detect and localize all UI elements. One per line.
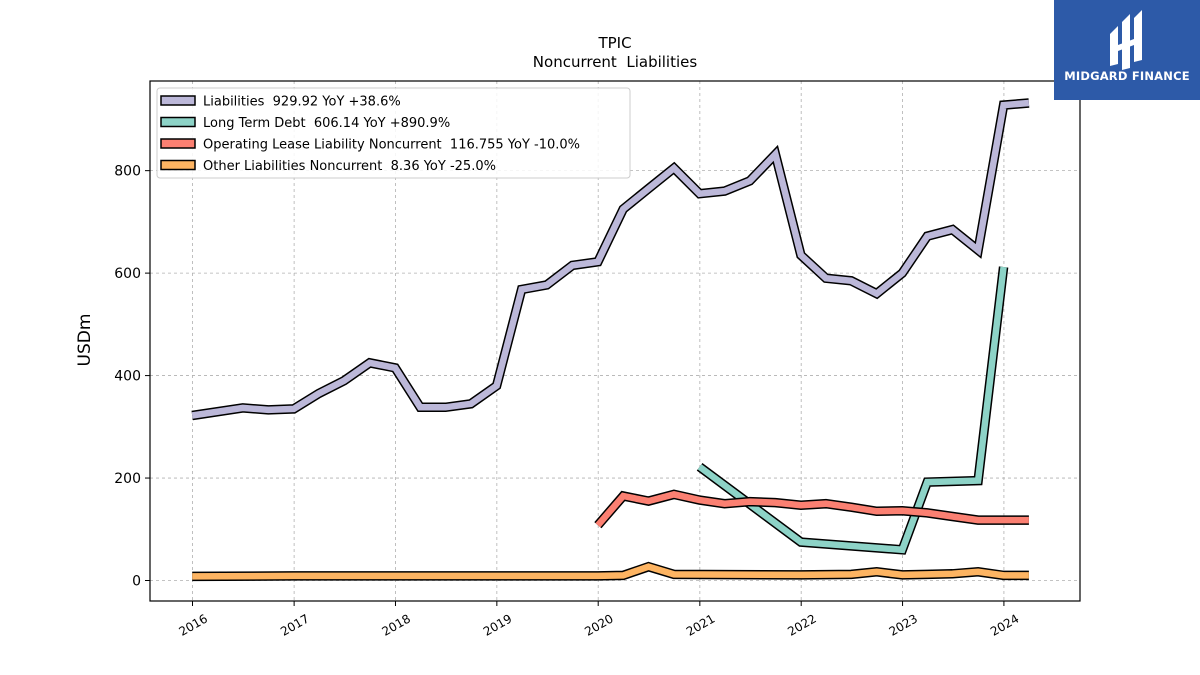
x-tick-label: 2024 (988, 611, 1021, 638)
y-tick-label: 200 (114, 471, 141, 487)
x-tick-label: 2023 (887, 611, 920, 638)
x-tick-label: 2016 (177, 611, 210, 638)
x-tick-label: 2018 (380, 611, 413, 638)
series-line (192, 563, 1029, 580)
x-tick-label: 2022 (785, 611, 818, 638)
legend: Liabilities 929.92 YoY +38.6% Long Term D… (156, 87, 631, 179)
axis-ticks: 0 200 400 600 800 2016 2017 2018 2019 2020 2021 202… (114, 164, 1021, 639)
legend-label: Long Term Debt 606.14 YoY +890.9% (203, 116, 450, 131)
plot-frame (149, 80, 1081, 602)
legend-swatch (160, 116, 196, 128)
legend-swatch (160, 138, 196, 149)
x-tick-label: 2017 (278, 611, 311, 638)
x-tick-label: 2019 (481, 611, 514, 638)
legend-box (156, 87, 631, 179)
chart-title: TPIC (597, 34, 631, 52)
y-tick-label: 800 (114, 164, 141, 180)
y-axis-label: USDm (75, 314, 95, 367)
series-lines (191, 98, 1030, 582)
legend-swatch (160, 95, 196, 106)
brand-name: MIDGARD FINANCE (1064, 69, 1190, 83)
x-tick-label: 2020 (582, 611, 615, 638)
x-tick-label: 2021 (684, 611, 717, 638)
legend-swatch (160, 159, 196, 171)
chart-subtitle: Noncurrent Liabilities (533, 53, 698, 71)
series-line (595, 491, 1029, 528)
y-tick-label: 600 (114, 266, 141, 282)
y-tick-label: 0 (132, 574, 141, 590)
series-line (191, 99, 1030, 419)
legend-label: Operating Lease Liability Noncurrent 116… (203, 138, 580, 153)
midgard-logo-icon (1110, 10, 1142, 70)
legend-label: Other Liabilities Noncurrent 8.36 YoY -2… (203, 159, 496, 174)
brand-badge: MIDGARD FINANCE (1054, 0, 1200, 100)
legend-label: Liabilities 929.92 YoY +38.6% (203, 95, 401, 110)
y-tick-label: 400 (114, 369, 141, 385)
